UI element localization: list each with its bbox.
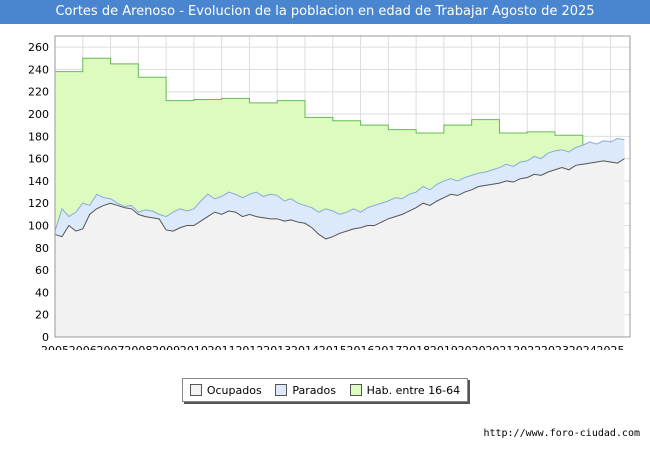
x-tick-label-2021: 2021	[485, 344, 513, 350]
legend-swatch-ocupados	[189, 384, 202, 396]
y-tick-label-80: 80	[35, 242, 49, 255]
x-tick-label-2025: 2025	[597, 344, 625, 350]
x-tick-label-2011: 2011	[208, 344, 236, 350]
y-tick-label-40: 40	[35, 286, 49, 299]
x-tick-label-2012: 2012	[235, 344, 263, 350]
y-tick-label-120: 120	[28, 197, 49, 210]
y-tick-label-0: 0	[42, 331, 49, 344]
chart-title: Cortes de Arenoso - Evolucion de la pobl…	[0, 0, 650, 24]
y-tick-label-180: 180	[28, 130, 49, 143]
y-tick-label-140: 140	[28, 175, 49, 188]
y-tick-label-100: 100	[28, 220, 49, 233]
series-line-hab	[55, 57, 611, 163]
x-tick-label-2015: 2015	[319, 344, 347, 350]
x-tick-label-2022: 2022	[513, 344, 541, 350]
y-tick-label-260: 260	[28, 41, 49, 54]
legend: Ocupados Parados Hab. entre 16-64	[182, 378, 468, 402]
y-tick-label-220: 220	[28, 86, 49, 99]
x-tick-label-2006: 2006	[69, 344, 97, 350]
legend-item-ocupados: Ocupados	[189, 383, 262, 397]
y-tick-label-160: 160	[28, 153, 49, 166]
series-line-parados	[54, 138, 625, 232]
x-tick-label-2017: 2017	[374, 344, 402, 350]
x-tick-label-2005: 2005	[41, 344, 69, 350]
axes: 0 20 40 60 80 100 120 140 160 180 200 220 240 260 2005…	[28, 35, 631, 350]
x-tick-label-2023: 2023	[541, 344, 569, 350]
legend-item-hab: Hab. entre 16-64	[349, 383, 461, 397]
x-tick-label-2009: 2009	[152, 344, 180, 350]
plot-frame	[54, 35, 631, 338]
legend-swatch-hab	[349, 384, 362, 396]
x-tick-label-2010: 2010	[180, 344, 208, 350]
legend-item-parados: Parados	[275, 384, 336, 397]
x-tick-label-2013: 2013	[263, 344, 291, 350]
x-tick-label-2020: 2020	[458, 344, 486, 350]
chart-svg: 0 20 40 60 80 100 120 140 160 180 200 220 240 260 2005…	[28, 35, 631, 350]
areas	[54, 57, 625, 337]
y-tick-label-60: 60	[35, 264, 49, 277]
series-line-ocupados	[54, 158, 625, 240]
y-tick-label-240: 240	[28, 63, 49, 76]
legend-label-hab: Hab. entre 16-64	[366, 383, 461, 397]
legend-swatch-parados	[275, 384, 288, 396]
legend-label-parados: Parados	[292, 383, 336, 397]
x-tick-label-2007: 2007	[97, 344, 125, 350]
x-tick-label-2008: 2008	[124, 344, 152, 350]
x-tick-label-2018: 2018	[402, 344, 430, 350]
source-link[interactable]: http://www.foro-ciudad.com	[483, 428, 640, 439]
series-area-ocupados	[55, 158, 625, 337]
y-tick-label-200: 200	[28, 108, 49, 121]
x-tick-label-2019: 2019	[430, 344, 458, 350]
y-tick-label-20: 20	[35, 309, 49, 322]
legend-label-ocupados: Ocupados	[206, 383, 262, 397]
x-tick-label-2016: 2016	[347, 344, 375, 350]
